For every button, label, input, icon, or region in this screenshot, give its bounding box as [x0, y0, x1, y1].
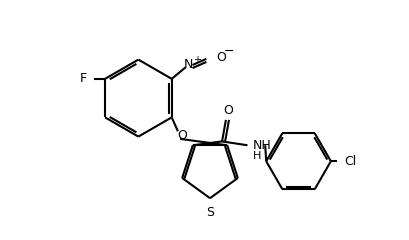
Text: N: N: [184, 59, 193, 72]
Text: H: H: [253, 151, 262, 162]
Text: O: O: [178, 129, 187, 142]
Text: S: S: [206, 206, 214, 219]
Text: −: −: [224, 45, 235, 58]
Text: O: O: [216, 51, 226, 64]
Text: O: O: [223, 104, 233, 117]
Text: NH: NH: [253, 139, 272, 152]
Text: F: F: [79, 72, 87, 85]
Text: +: +: [193, 55, 201, 65]
Text: Cl: Cl: [345, 155, 357, 168]
